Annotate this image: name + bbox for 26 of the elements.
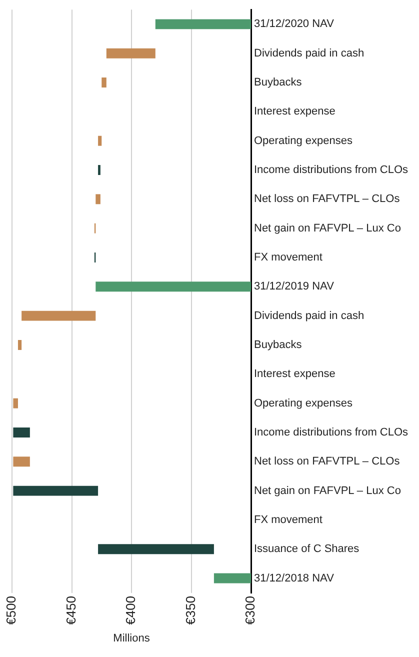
y-tick-label: Income distributions from CLOs xyxy=(254,426,409,439)
y-tick-label: Net loss on FAFVTPL – CLOs xyxy=(254,193,400,206)
y-tick-label: 31/12/2019 NAV xyxy=(254,280,335,293)
x-axis-title: Millions xyxy=(113,632,150,644)
y-tick-label: Buybacks xyxy=(254,76,302,89)
x-tick-label: €500 xyxy=(4,596,19,625)
y-tick-label: Income distributions from CLOs xyxy=(254,164,409,176)
y-tick-label: FX movement xyxy=(254,252,322,264)
y-tick-label: Net loss on FAFVTPL – CLOs xyxy=(254,456,400,468)
x-tick-label: €350 xyxy=(182,596,198,625)
y-tick-label: Net gain on FAFVPL – Lux Co xyxy=(254,484,401,497)
x-tick-label: €450 xyxy=(63,596,78,625)
y-tick-label: 31/12/2018 NAV xyxy=(254,572,335,584)
y-tick-label: Dividends paid in cash xyxy=(254,47,364,60)
y-tick-label: FX movement xyxy=(254,514,322,526)
y-tick-label: Interest expense xyxy=(254,106,336,118)
y-tick-label: 31/12/2020 NAV xyxy=(254,18,335,30)
y-tick-label: Operating expenses xyxy=(254,134,353,147)
y-tick-label: Interest expense xyxy=(254,368,336,380)
y-tick-label: Dividends paid in cash xyxy=(254,310,364,322)
x-tick-label: €300 xyxy=(242,596,258,625)
y-tick-label: Buybacks xyxy=(254,339,302,352)
y-tick-label: Operating expenses xyxy=(254,397,353,410)
y-tick-label: Net gain on FAFVPL – Lux Co xyxy=(254,222,401,234)
x-tick-label: €400 xyxy=(123,596,138,625)
y-tick-label: Issuance of C Shares xyxy=(254,543,360,556)
